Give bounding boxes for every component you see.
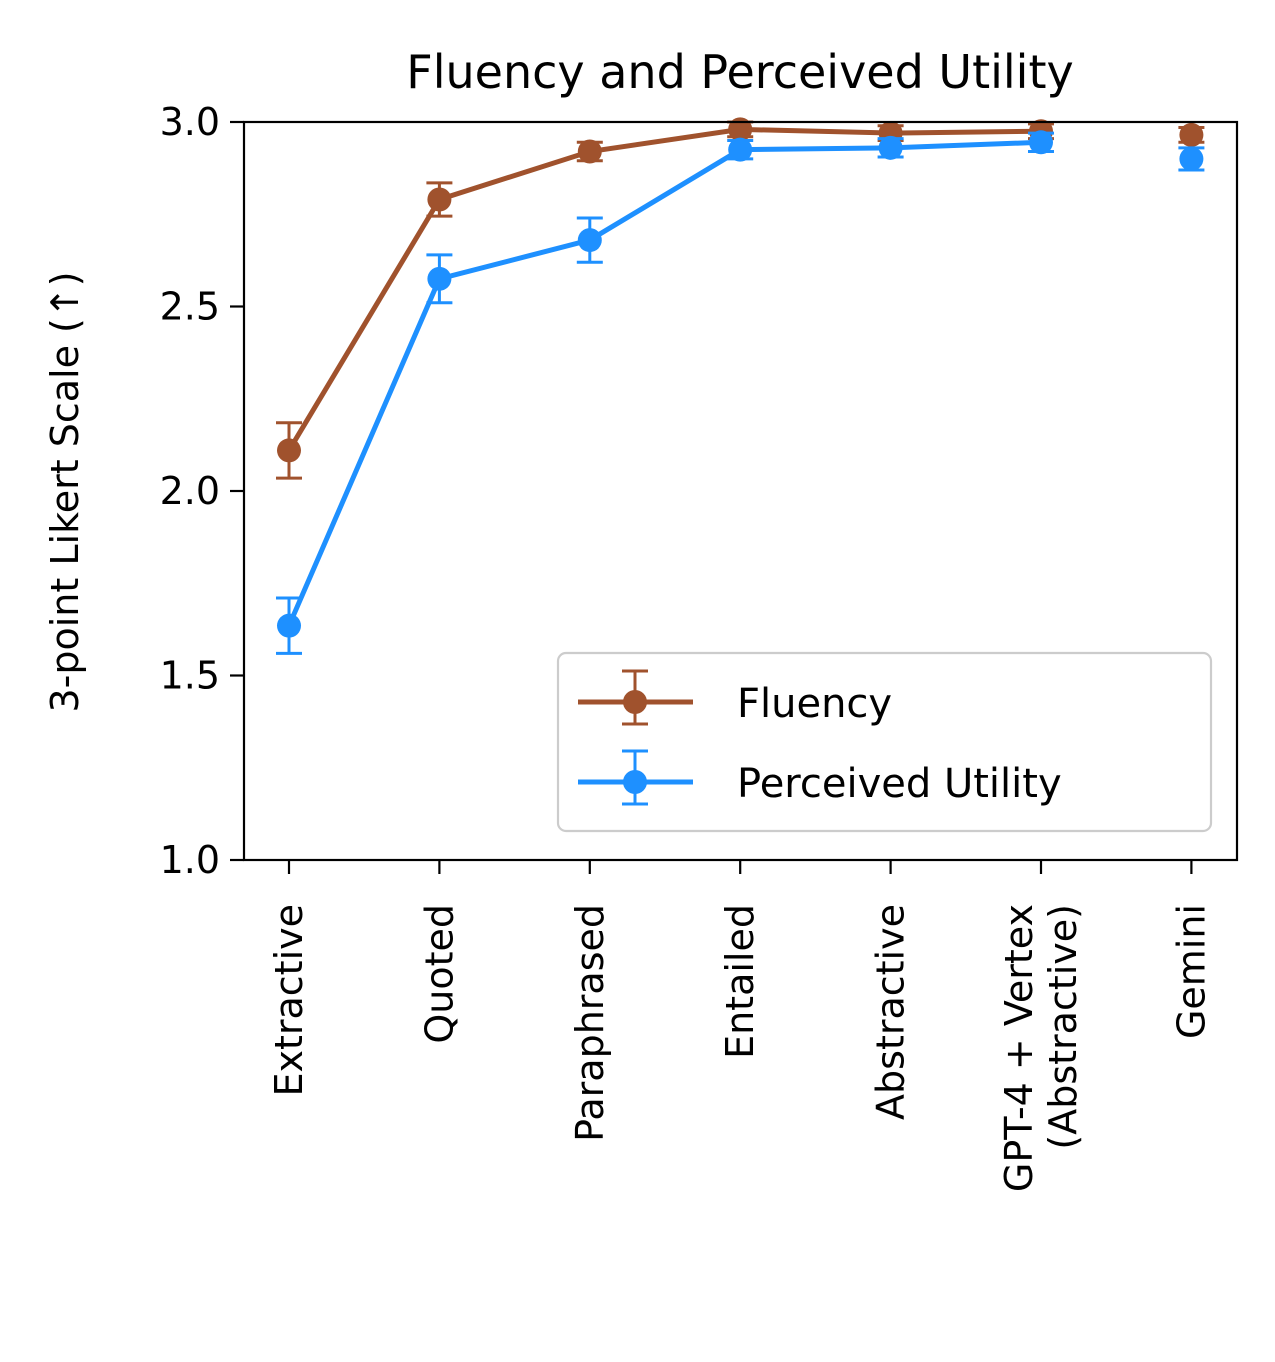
- x-tick-label: (Abstractive): [1041, 904, 1085, 1150]
- series-2: [276, 130, 1205, 655]
- data-point: [427, 187, 452, 212]
- x-tick-label: GPT-4 + Vertex: [997, 904, 1041, 1192]
- series-1: [276, 117, 1205, 480]
- y-tick-label: 3.0: [160, 100, 220, 144]
- x-tick-label: Quoted: [417, 904, 461, 1044]
- data-point: [728, 137, 753, 162]
- x-tick-label: Gemini: [1169, 904, 1213, 1039]
- series-line: [286, 139, 1042, 627]
- plot-area: 1.0 1.5 2.0 2.5 3.0 Extractive Quoted Paraphras…: [160, 100, 1239, 1192]
- legend-label: Fluency: [737, 681, 892, 727]
- series-line: [286, 126, 1042, 452]
- legend-label: Perceived Utility: [737, 761, 1062, 807]
- legend-marker: [623, 770, 647, 794]
- data-point: [277, 613, 301, 638]
- data-point: [878, 135, 903, 160]
- y-tick-label: 2.0: [160, 469, 220, 513]
- x-tick-label: Extractive: [267, 904, 311, 1097]
- legend-marker: [623, 690, 647, 714]
- x-tick-label: Entailed: [718, 904, 762, 1059]
- y-tick-label: 2.5: [160, 285, 220, 329]
- data-point: [728, 117, 753, 142]
- data-point: [1179, 146, 1204, 171]
- data-point: [577, 228, 602, 253]
- legend-box: [556, 651, 1213, 833]
- series-layer: [276, 117, 1205, 655]
- data-point: [1029, 130, 1053, 155]
- y-tick-label: 1.5: [160, 654, 220, 698]
- x-tick-label: Paraphrased: [568, 904, 612, 1142]
- data-point: [1179, 122, 1204, 147]
- data-point: [277, 438, 301, 463]
- chart-title: Fluency and Perceived Utility: [406, 45, 1073, 99]
- x-tick-label: Abstractive: [869, 904, 913, 1120]
- data-point: [427, 266, 452, 291]
- data-point: [577, 139, 602, 164]
- y-axis-label: 3-point Likert Scale (↑): [43, 271, 87, 712]
- plot-frame: [242, 120, 1239, 862]
- legend: Fluency Perceived Utility: [556, 651, 1213, 833]
- y-tick-label: 1.0: [160, 838, 220, 882]
